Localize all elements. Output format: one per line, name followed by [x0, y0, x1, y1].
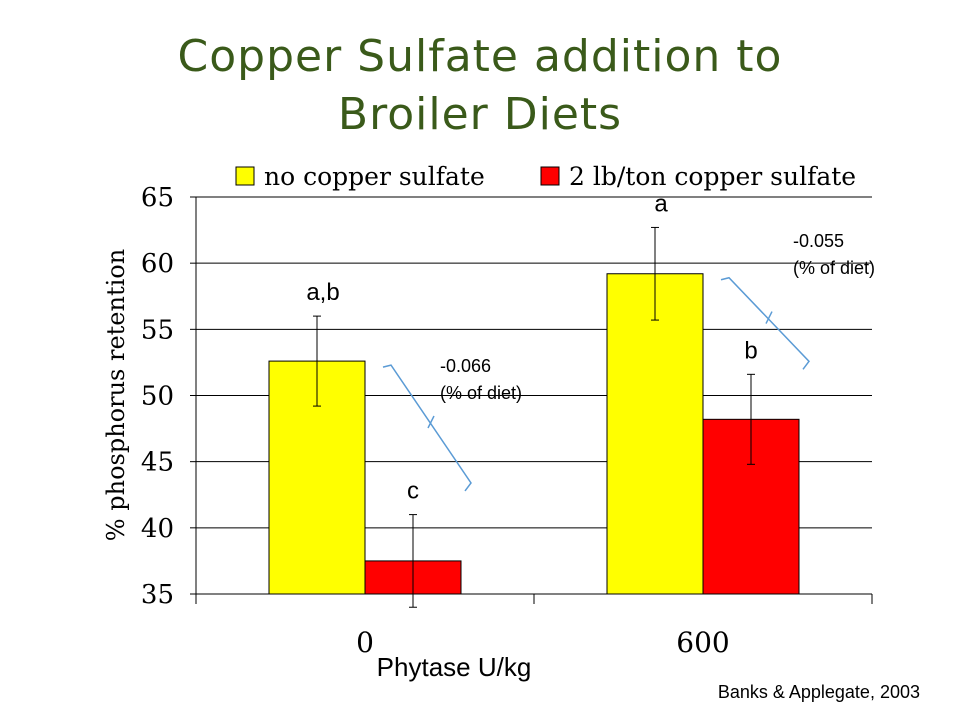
- annotation-value-600: -0.055: [793, 231, 844, 251]
- y-tick-label-1: 40: [141, 514, 174, 544]
- bracket-600: [720, 276, 810, 370]
- legend-swatch-2: [540, 166, 560, 186]
- legend-label-2: 2 lb/ton copper sulfate: [569, 162, 856, 191]
- x-tick-label-1: 600: [676, 626, 729, 659]
- y-tick-label-6: 65: [141, 183, 174, 213]
- y-tick-label-4: 55: [141, 315, 174, 345]
- legend-swatch-1: [235, 166, 255, 186]
- bracket-0: [382, 364, 472, 492]
- citation: Banks & Applegate, 2003: [717, 682, 920, 702]
- annotation-value-0: -0.066: [440, 356, 491, 376]
- annotation-unit-0: (% of diet): [440, 383, 522, 403]
- x-axis-label: Phytase U/kg: [377, 652, 532, 682]
- x-tick-label-0: 0: [356, 626, 374, 659]
- bracket-point-600: [765, 311, 773, 324]
- significance-label-2-0: c: [407, 478, 419, 505]
- y-tick-label-0: 35: [141, 580, 174, 610]
- significance-label-2-600: b: [744, 337, 757, 364]
- bar-1-600: [606, 273, 704, 595]
- y-tick-label-5: 60: [141, 249, 174, 279]
- slide-title-line-2: Broiler Diets: [337, 89, 623, 140]
- bracket-point-0: [427, 415, 435, 429]
- annotation-unit-600: (% of diet): [793, 258, 875, 278]
- significance-label-1-0: a,b: [306, 279, 339, 306]
- y-axis-label: % phosphorus retention: [102, 249, 130, 541]
- significance-label-1-600: a: [654, 190, 668, 217]
- slide-title: Copper Sulfate addition to Broiler Diets: [0, 28, 960, 144]
- legend-label-1: no copper sulfate: [264, 162, 485, 191]
- y-tick-label-3: 50: [141, 382, 174, 412]
- slide-title-line-1: Copper Sulfate addition to: [177, 31, 783, 82]
- y-tick-label-2: 45: [141, 448, 174, 478]
